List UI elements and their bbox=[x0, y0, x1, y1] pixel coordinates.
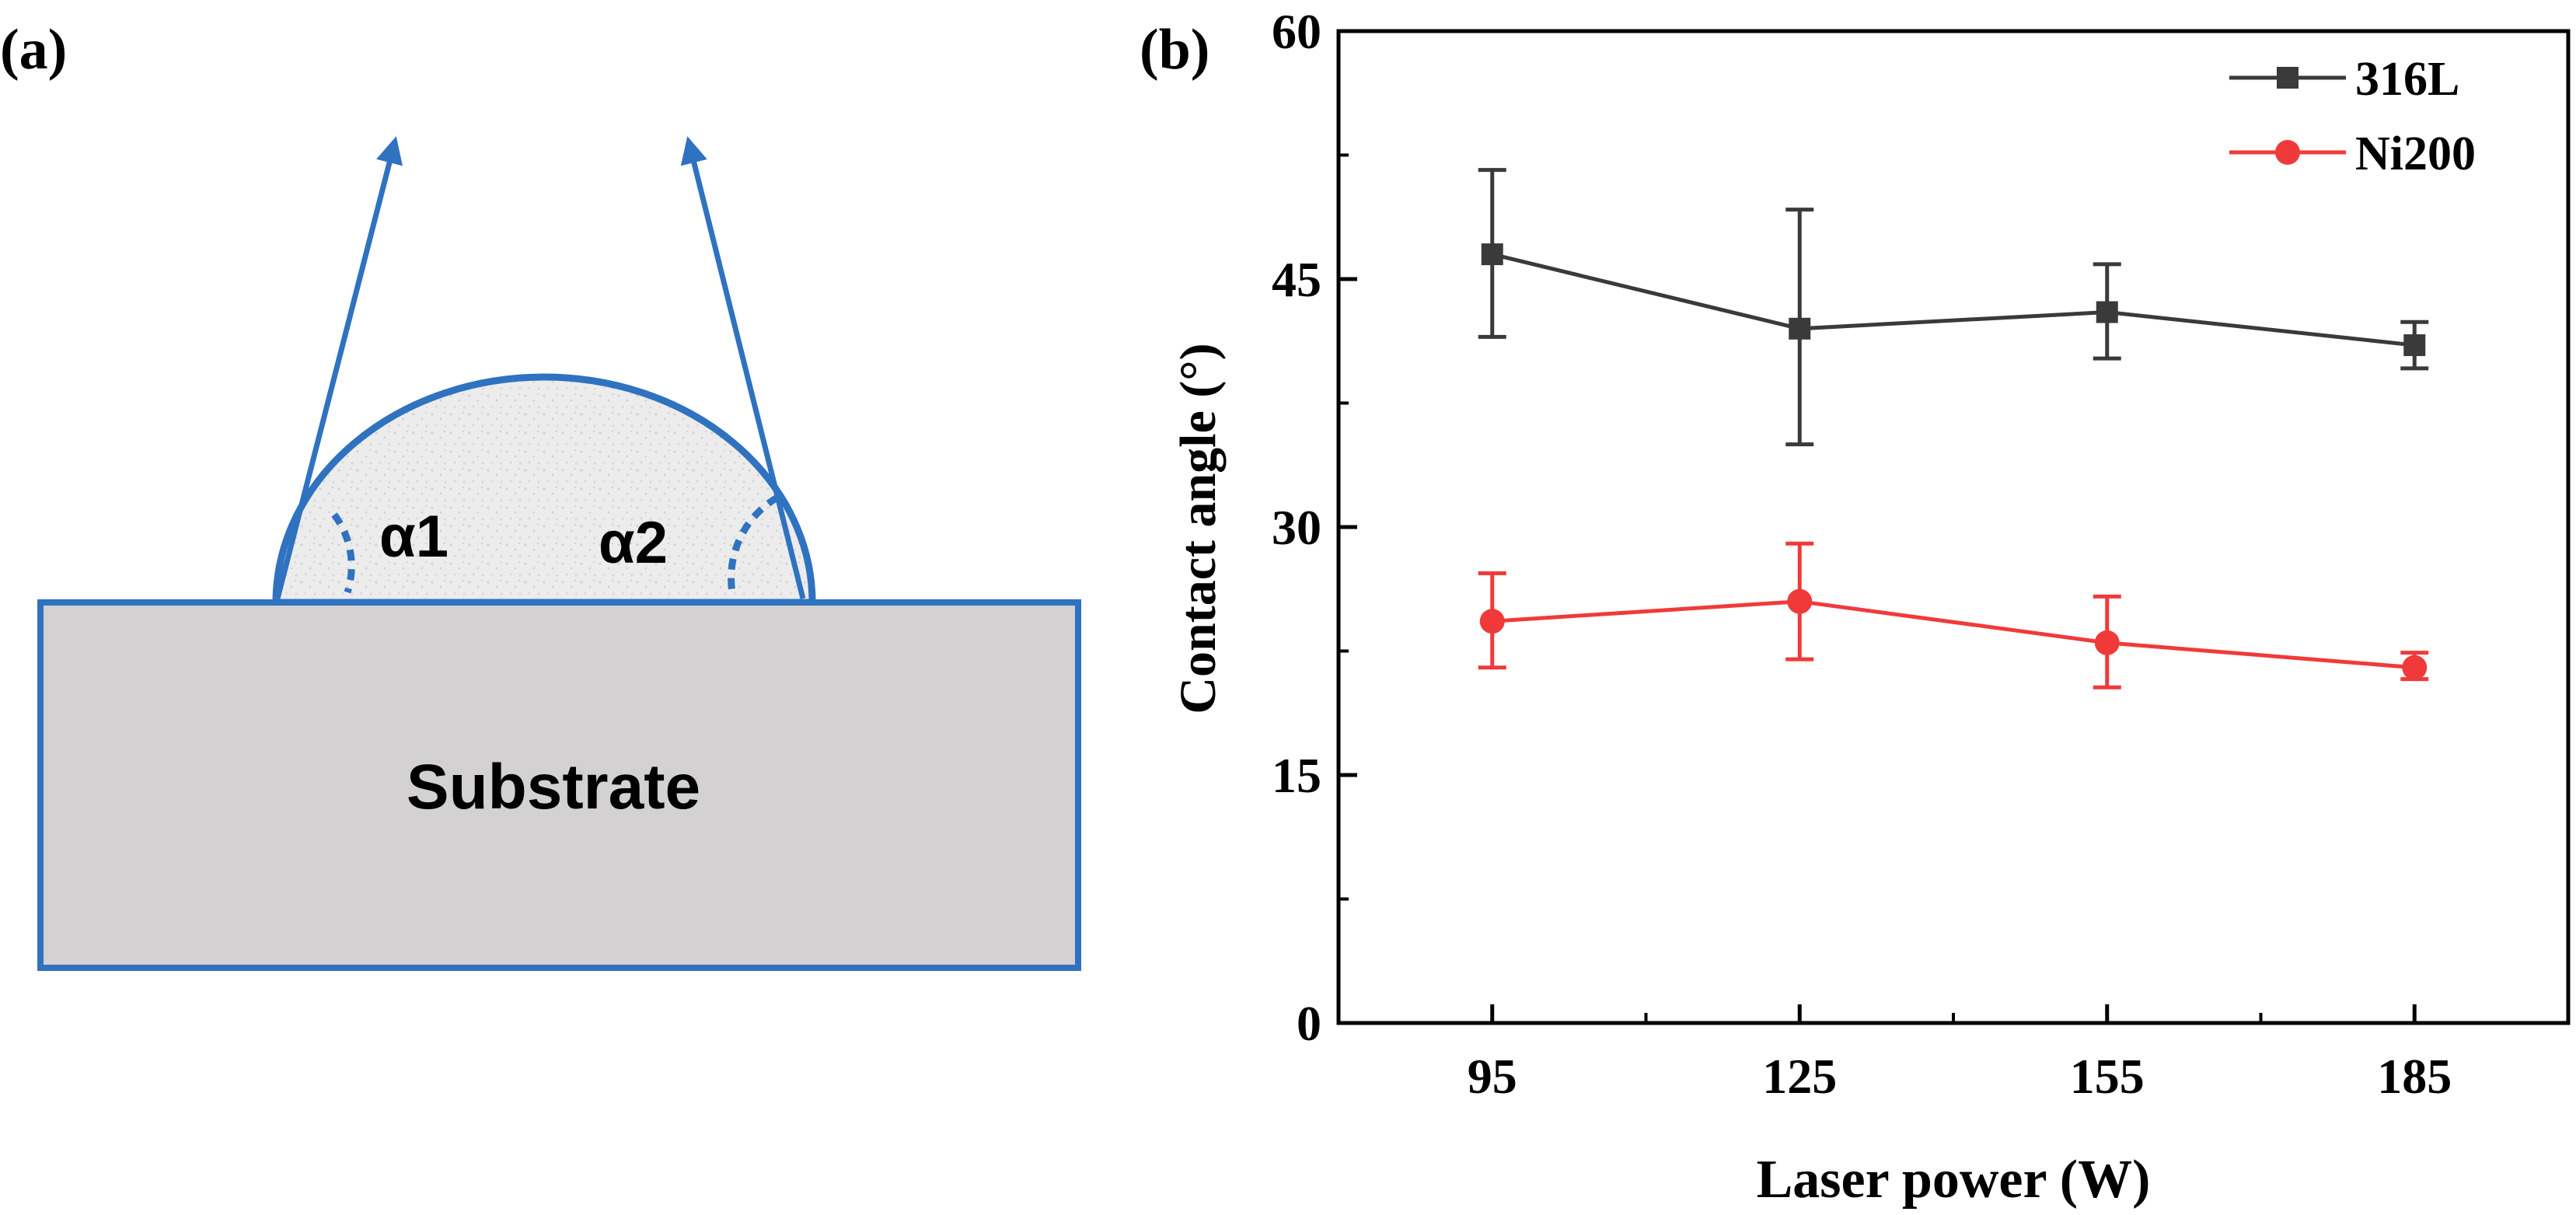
y-tick-label: 15 bbox=[1272, 748, 1321, 803]
data-point-ni200 bbox=[1787, 588, 1813, 614]
y-tick-label: 30 bbox=[1272, 500, 1321, 555]
data-point-ni200 bbox=[2094, 630, 2120, 655]
panel-a: (a) Substrate α1 α2 bbox=[0, 18, 1081, 971]
panel-b-label: (b) bbox=[1140, 18, 1209, 82]
x-tick-label: 155 bbox=[2070, 1049, 2145, 1104]
legend-marker-316l bbox=[2277, 67, 2299, 89]
x-tick-label: 185 bbox=[2377, 1049, 2452, 1104]
legend-label-316l: 316L bbox=[2355, 53, 2459, 106]
data-point-316l bbox=[2403, 334, 2426, 357]
series-line-ni200 bbox=[1492, 599, 2415, 670]
x-tick-label: 95 bbox=[1468, 1049, 1517, 1104]
data-point-316l bbox=[1481, 243, 1503, 266]
angle2-label: α2 bbox=[599, 510, 668, 576]
angle1-label: α1 bbox=[379, 504, 449, 570]
legend-marker-ni200 bbox=[2275, 140, 2300, 165]
x-tick-label: 125 bbox=[1762, 1049, 1837, 1104]
y-tick-label: 60 bbox=[1272, 4, 1321, 59]
y-tick-label: 45 bbox=[1272, 252, 1321, 307]
droplet bbox=[272, 373, 816, 606]
legend: 316L Ni200 bbox=[2229, 53, 2476, 180]
substrate bbox=[37, 599, 1081, 971]
y-axis: 0 15 30 45 60 bbox=[1272, 4, 1357, 1051]
angle2-arc bbox=[728, 494, 780, 593]
series-line-316l bbox=[1492, 252, 2415, 347]
tangent-arrow-right bbox=[680, 136, 806, 599]
data-point-ni200 bbox=[2402, 655, 2428, 680]
substrate-label: Substrate bbox=[407, 752, 700, 822]
panel-a-label: (a) bbox=[0, 18, 67, 82]
data-point-316l bbox=[2096, 301, 2118, 323]
panel-b: (b) 0 15 30 45 60 95 125 155 185 Contact angle … bbox=[1140, 4, 2571, 1210]
y-axis-title: Contact angle (°) bbox=[1170, 343, 1227, 714]
tangent-arrow-left bbox=[274, 136, 403, 599]
x-axis-title: Laser power (W) bbox=[1757, 1150, 2151, 1210]
y-tick-label: 0 bbox=[1297, 996, 1321, 1051]
series-layer bbox=[1478, 168, 2429, 690]
angle1-arc bbox=[331, 512, 355, 594]
legend-label-ni200: Ni200 bbox=[2355, 127, 2476, 180]
data-point-ni200 bbox=[1479, 609, 1505, 634]
data-point-316l bbox=[1789, 317, 1811, 340]
x-axis: 95 125 155 185 bbox=[1468, 1004, 2452, 1104]
